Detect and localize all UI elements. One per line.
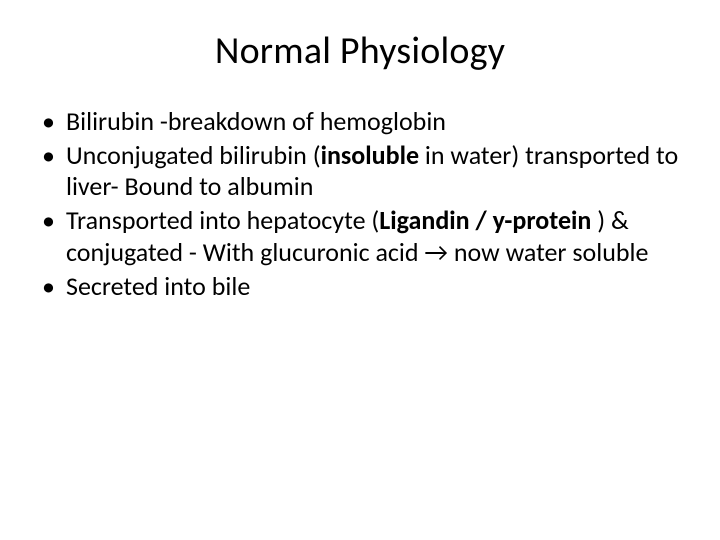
text-run: Secreted into bile <box>66 270 250 302</box>
text-run: Transported into hepatocyte ( <box>66 204 379 236</box>
list-item: Secreted into bile <box>36 271 684 303</box>
list-item: Transported into hepatocyte (Ligandin / … <box>36 205 684 268</box>
text-run: insoluble <box>321 139 419 171</box>
bullet-list: Bilirubin -breakdown of hemoglobin Uncon… <box>36 106 684 302</box>
list-item: Unconjugated bilirubin (insoluble in wat… <box>36 140 684 203</box>
text-run: Ligandin / y-protein <box>379 204 597 236</box>
list-item: Bilirubin -breakdown of hemoglobin <box>36 106 684 138</box>
text-run: Bilirubin -breakdown of hemoglobin <box>66 105 446 137</box>
slide-title: Normal Physiology <box>36 28 684 74</box>
text-run: Unconjugated bilirubin ( <box>66 139 321 171</box>
slide: Normal Physiology Bilirubin -breakdown o… <box>0 0 720 540</box>
